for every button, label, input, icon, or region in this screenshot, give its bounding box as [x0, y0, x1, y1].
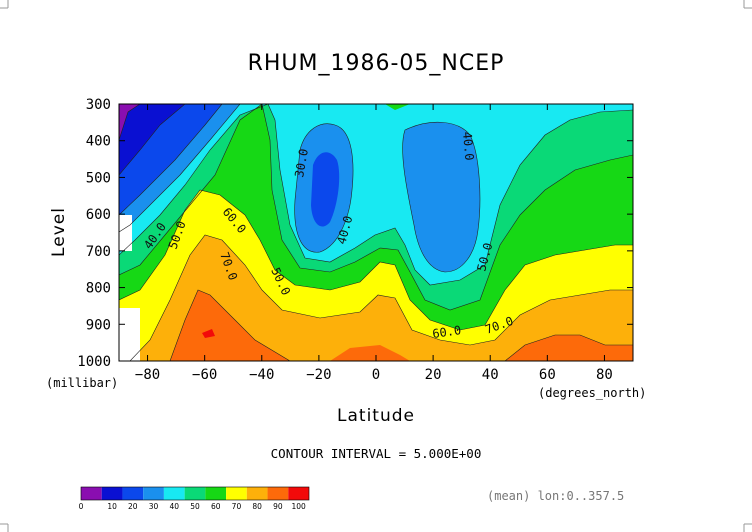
- y-tick-label: 600: [86, 207, 111, 223]
- y-tick-label: 400: [86, 134, 111, 150]
- x-tick-label: 20: [425, 367, 442, 383]
- x-axis-label: Latitude: [337, 406, 415, 426]
- colorbar-swatch: [184, 487, 206, 500]
- contour-interval-note: CONTOUR INTERVAL = 5.000E+00: [271, 446, 482, 461]
- x-tick-label: −60: [192, 367, 217, 383]
- colorbar-level-label: 40: [169, 502, 179, 511]
- colorbar-level-label: 20: [128, 502, 138, 511]
- colorbar-level-label: 60: [211, 502, 221, 511]
- y-tick-label: 700: [86, 244, 111, 260]
- colorbar-swatch: [143, 487, 164, 500]
- y-tick-label: 800: [86, 281, 111, 297]
- colorbar-swatch: [267, 487, 289, 500]
- y-axis-label: Level: [49, 207, 69, 257]
- y-tick-label: 900: [86, 317, 111, 333]
- x-axis: −80 −60 −40 −20 0 20 40 60 80: [135, 104, 613, 383]
- colorbar-level-label: 100: [291, 502, 306, 511]
- band-50-60-top: [385, 104, 410, 110]
- band-90-100-north: [505, 335, 633, 361]
- y-axis: 300 400 500 600 700 800 900 1000: [77, 97, 633, 370]
- x-tick-label: 80: [596, 367, 613, 383]
- band-90-100-mid: [330, 345, 410, 361]
- dry-pocket-north: [402, 122, 480, 272]
- colorbar-swatch: [205, 487, 227, 500]
- contour-lines: [119, 104, 633, 361]
- contour-label: 40.0: [460, 131, 476, 161]
- colorbar-swatch: [226, 487, 247, 500]
- x-axis-unit: (degrees_north): [538, 386, 646, 400]
- x-tick-label: −20: [306, 367, 331, 383]
- y-tick-label: 1000: [77, 354, 111, 370]
- contour-label: 30.0: [292, 148, 311, 179]
- x-tick-label: −40: [249, 367, 274, 383]
- y-tick-label: 500: [86, 170, 111, 186]
- colorbar-swatch: [288, 487, 309, 500]
- footer-note: (mean) lon:0..357.5: [487, 489, 624, 503]
- band-red-core: [202, 329, 215, 338]
- colorbar-level-label: 30: [149, 502, 159, 511]
- plot-area: 30.0 40.0 40.0 40.0 50.0 50.0 50.0 60.0 …: [118, 103, 634, 362]
- colorbar-level-label: 70: [232, 502, 242, 511]
- colorbar-level-label: 10: [107, 502, 117, 511]
- chart-title: RHUM_1986-05_NCEP: [248, 51, 505, 76]
- x-tick-label: −80: [135, 367, 160, 383]
- x-tick-label: 60: [539, 367, 556, 383]
- colorbar-level-label: 90: [273, 502, 283, 511]
- colorbar-swatch: [246, 487, 268, 500]
- contour-label: 60.0: [431, 323, 462, 341]
- y-axis-unit: (millibar): [46, 376, 118, 390]
- colorbar-swatch: [122, 487, 144, 500]
- band-80-90: [130, 235, 633, 361]
- y-tick-label: 300: [86, 97, 111, 113]
- colorbar-swatch: [163, 487, 185, 500]
- colorbar: 0 10 20 30 40 50 60 70 80 90 100: [79, 486, 310, 511]
- dry-pocket-south-inner: [311, 152, 340, 227]
- x-tick-label: 40: [482, 367, 499, 383]
- colorbar-swatch: [81, 487, 102, 500]
- colorbar-swatch: [101, 487, 123, 500]
- x-tick-label: 0: [372, 367, 380, 383]
- colorbar-level-label: 0: [79, 502, 84, 511]
- colorbar-frame: [80, 486, 310, 501]
- colorbar-level-label: 80: [252, 502, 262, 511]
- colorbar-level-label: 50: [190, 502, 200, 511]
